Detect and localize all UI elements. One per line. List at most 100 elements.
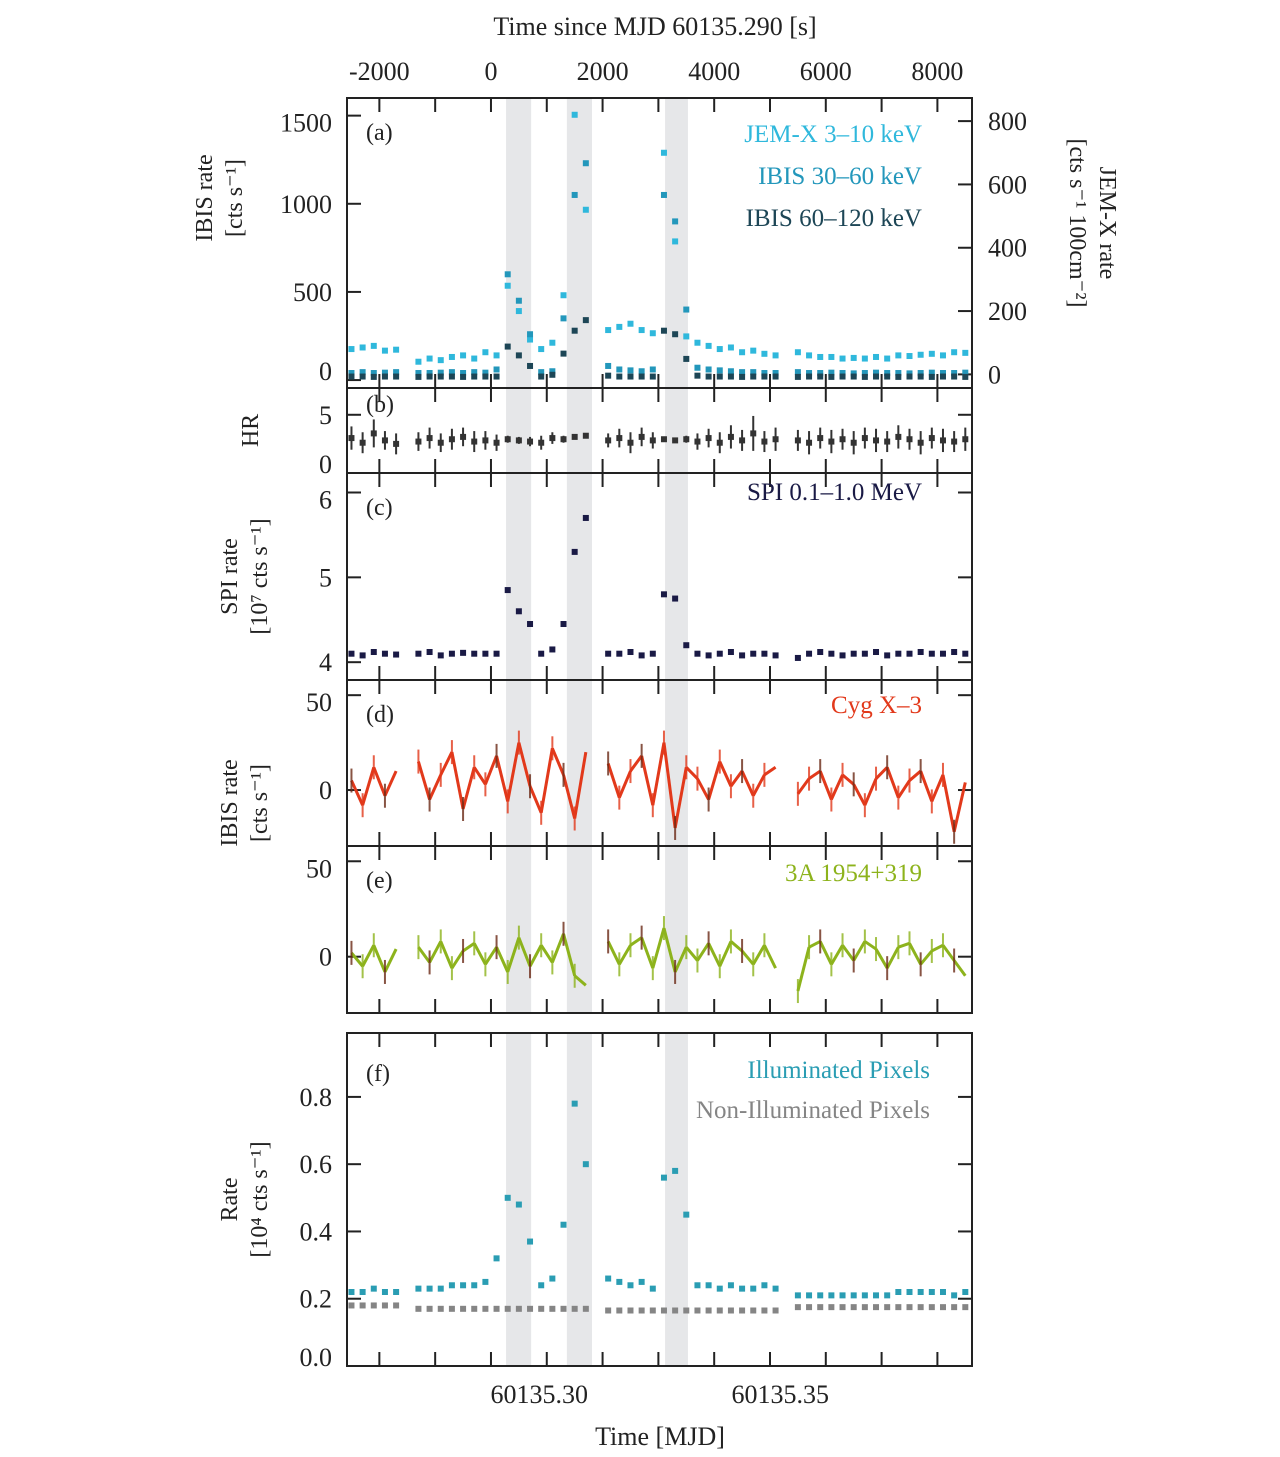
data-segment: [484, 946, 498, 966]
data-point: [873, 369, 880, 376]
data-point: [527, 1238, 534, 1245]
data-point: [471, 373, 478, 380]
data-point: [471, 369, 478, 376]
data-point: [683, 355, 690, 362]
data-point: [549, 368, 556, 375]
data-segment: [863, 778, 878, 806]
y-axis-label: IBIS rate: [192, 154, 218, 241]
data-point: [861, 373, 868, 380]
data-point: [649, 373, 656, 380]
data-segment: [874, 766, 889, 780]
series-b: [348, 415, 969, 455]
data-point: [482, 349, 489, 356]
data-point: [895, 370, 902, 377]
data-point: [437, 652, 444, 659]
series-3a-1954-319: [350, 916, 967, 1004]
data-point: [794, 1304, 801, 1311]
data-point: [806, 370, 813, 377]
data-point: [381, 437, 388, 444]
data-point: [951, 370, 958, 377]
data-point: [761, 373, 768, 380]
data-point: [370, 370, 377, 377]
data-point: [471, 438, 478, 445]
data-point: [649, 366, 656, 373]
data-point: [571, 1100, 578, 1107]
data-point: [951, 373, 958, 380]
data-segment: [696, 942, 710, 962]
data-point: [515, 437, 522, 444]
flare-band: [506, 473, 532, 680]
y-tick-label: 0.6: [300, 1150, 333, 1179]
data-segment: [383, 770, 398, 797]
data-point: [448, 1282, 455, 1289]
data-point: [806, 1292, 813, 1299]
data-point: [649, 437, 656, 444]
data-segment: [707, 942, 722, 967]
data-point: [861, 650, 868, 657]
data-segment: [439, 940, 454, 969]
data-point: [627, 439, 634, 446]
data-point: [839, 1304, 846, 1311]
data-point: [817, 373, 824, 380]
data-point: [683, 306, 690, 313]
data-point: [906, 436, 913, 443]
data-point: [928, 1304, 935, 1311]
data-point: [460, 433, 467, 440]
data-point: [359, 652, 366, 659]
data-point: [750, 1285, 757, 1292]
right-y-tick-label: 0: [988, 360, 1001, 389]
data-point: [694, 364, 701, 371]
data-segment: [472, 942, 487, 966]
top-tick-label: 6000: [800, 57, 852, 86]
data-point: [527, 331, 534, 338]
data-point: [761, 650, 768, 657]
data-segment: [685, 766, 699, 780]
data-point: [951, 1292, 958, 1299]
data-segment: [718, 940, 733, 967]
data-point: [884, 355, 891, 362]
data-point: [571, 191, 578, 198]
data-point: [649, 330, 656, 337]
data-segment: [428, 774, 443, 801]
data-point: [861, 1304, 868, 1311]
data-point: [660, 436, 667, 443]
data-point: [928, 369, 935, 376]
data-segment: [930, 774, 945, 802]
data-point: [694, 1307, 701, 1314]
data-point: [616, 1278, 623, 1285]
data-point: [839, 373, 846, 380]
data-point: [482, 373, 489, 380]
y-tick-label: 6: [319, 486, 332, 515]
data-segment: [852, 783, 867, 806]
data-point: [739, 349, 746, 356]
y-tick-label: 50: [306, 688, 332, 717]
flare-band: [566, 680, 592, 846]
data-point: [672, 1307, 679, 1314]
data-point: [515, 608, 522, 615]
data-point: [381, 347, 388, 354]
data-point: [939, 352, 946, 359]
data-segment: [539, 944, 554, 964]
data-point: [873, 353, 880, 360]
data-point: [772, 352, 779, 359]
y-axis-label: Rate: [217, 1178, 243, 1222]
data-segment: [796, 777, 811, 795]
data-point: [917, 1289, 924, 1295]
data-point: [493, 439, 500, 446]
data-point: [437, 1305, 444, 1312]
data-point: [672, 331, 679, 338]
data-point: [415, 370, 422, 377]
data-point: [460, 373, 467, 380]
data-segment: [763, 766, 777, 777]
data-point: [850, 650, 857, 657]
data-point: [750, 347, 757, 354]
panel-e: 0 50 3A 1954+319 (e): [306, 845, 973, 1014]
data-point: [906, 353, 913, 360]
data-segment: [361, 766, 376, 806]
data-point: [437, 1285, 444, 1292]
data-point: [962, 1304, 969, 1311]
data-point: [527, 336, 534, 343]
data-segment: [461, 766, 476, 810]
panel-frame: [346, 387, 973, 474]
